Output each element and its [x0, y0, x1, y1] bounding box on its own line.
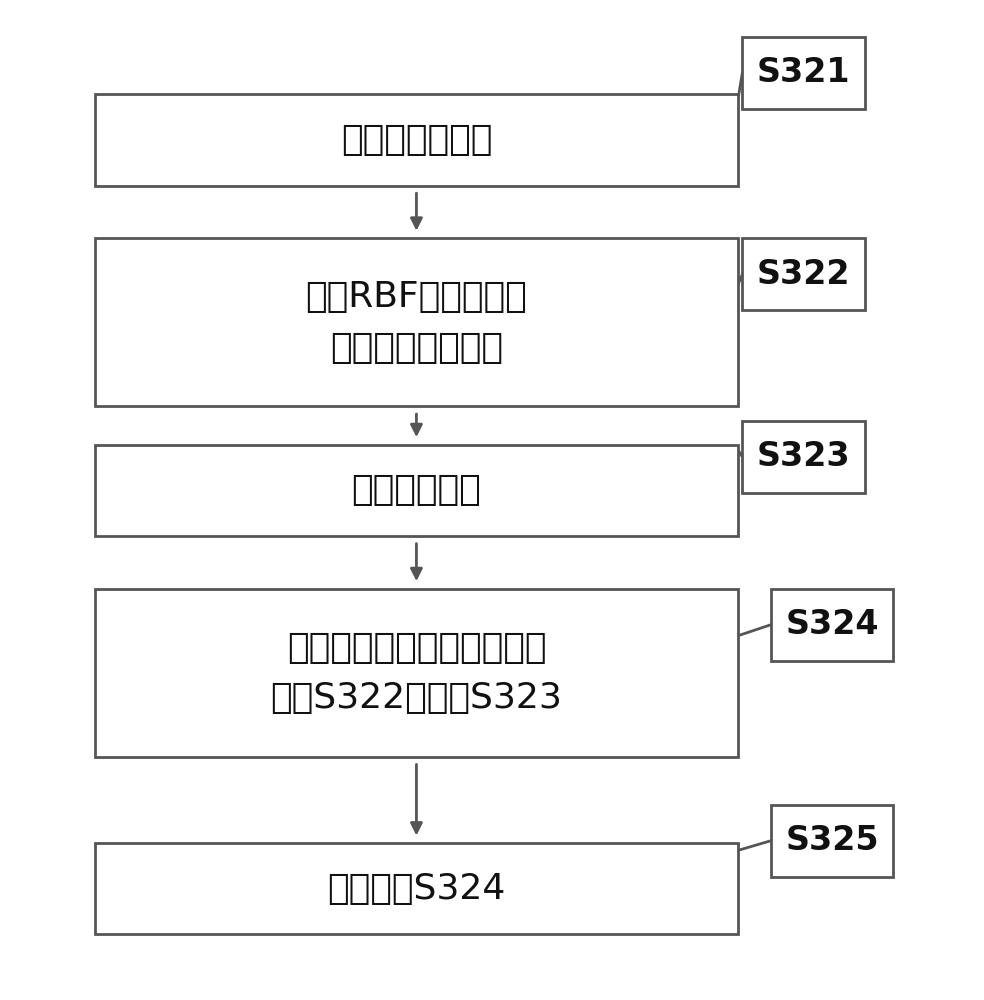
Text: S325: S325 [785, 824, 879, 857]
Text: 优化训练参数: 优化训练参数 [351, 473, 481, 507]
FancyBboxPatch shape [95, 843, 738, 934]
Text: S321: S321 [757, 56, 850, 89]
FancyBboxPatch shape [95, 238, 738, 406]
Text: 重复步骤S324: 重复步骤S324 [328, 872, 506, 906]
FancyBboxPatch shape [742, 238, 865, 310]
Text: 引入RBF核函数对特
征集数据进行训练: 引入RBF核函数对特 征集数据进行训练 [306, 280, 527, 364]
Text: 重新设定特征集标签，重复
步骤S322和步骤S323: 重新设定特征集标签，重复 步骤S322和步骤S323 [271, 631, 563, 715]
FancyBboxPatch shape [770, 589, 893, 661]
FancyBboxPatch shape [742, 421, 865, 493]
FancyBboxPatch shape [95, 445, 738, 536]
Text: S322: S322 [757, 258, 850, 291]
FancyBboxPatch shape [742, 37, 865, 109]
FancyBboxPatch shape [770, 805, 893, 877]
Text: S324: S324 [785, 608, 879, 641]
Text: S323: S323 [757, 440, 850, 473]
FancyBboxPatch shape [95, 94, 738, 186]
FancyBboxPatch shape [95, 589, 738, 757]
Text: 设定特征集标签: 设定特征集标签 [340, 123, 492, 157]
